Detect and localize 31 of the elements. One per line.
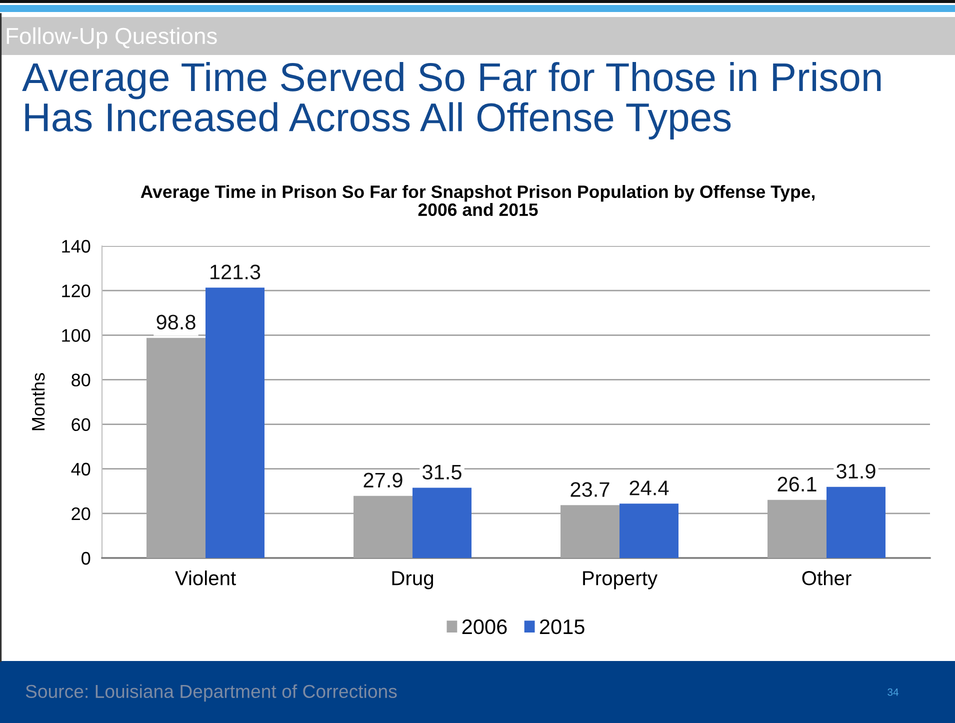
chart-title: Average Time Served So Far for Those in Prison Has Increased Across All Offense Types <box>22 62 881 140</box>
data-label: 26.1 <box>778 476 816 492</box>
x-tick-label: Violent <box>174 570 236 586</box>
y-tick-label: 120 <box>62 284 90 298</box>
y-tick-label: 100 <box>62 329 90 342</box>
data-label: 31.5 <box>422 464 462 480</box>
data-label: 23.7 <box>570 482 610 497</box>
data-label: 27.9 <box>364 472 402 488</box>
data-label: 24.4 <box>630 480 669 496</box>
x-tick-label: Drug <box>392 571 434 590</box>
text: 34 <box>888 688 898 696</box>
y-tick-label: 80 <box>72 374 90 386</box>
bar <box>620 504 678 558</box>
y-axis-title: Months <box>31 373 45 430</box>
data-label: 121.3 <box>210 264 260 280</box>
y-tick-label: 0 <box>82 552 90 565</box>
data-label: 31.9 <box>836 464 876 479</box>
chart-subtitle: Average Time in Prison So Far for Snapshot Prison Population by Offense Type, 2006 and 2015 <box>140 185 815 216</box>
bar <box>826 486 886 558</box>
data-label: 98.8 <box>156 314 196 330</box>
bar <box>206 288 264 558</box>
source-note: Source: Louisiana Department of Corrections <box>26 684 397 702</box>
y-tick-label: 60 <box>72 418 90 432</box>
bar <box>412 488 472 558</box>
y-tick-label: 20 <box>72 507 90 520</box>
legend-label: 2006 <box>462 619 507 634</box>
x-tick-label: Other <box>802 570 852 586</box>
x-tick-label: Property <box>583 571 658 590</box>
y-tick-label: 140 <box>62 240 90 253</box>
legend-label: 2015 <box>540 619 584 634</box>
y-tick-label: 40 <box>71 462 90 476</box>
